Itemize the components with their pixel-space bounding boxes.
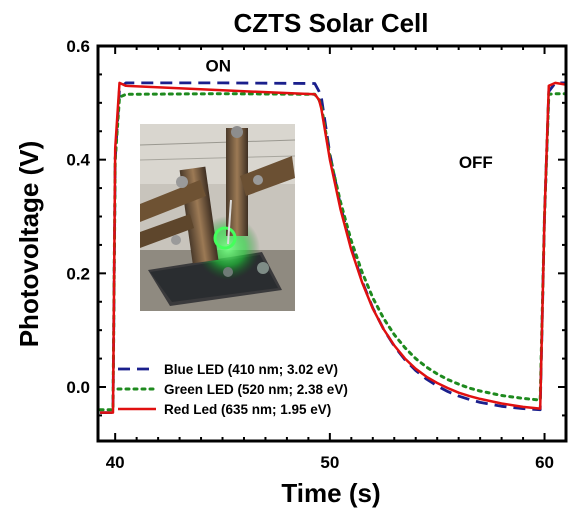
y-tick-label: 0.4 <box>66 151 90 170</box>
y-tick-label: 0.2 <box>66 264 90 283</box>
series-line-1 <box>100 81 566 414</box>
legend-label: Blue LED (410 nm; 3.02 eV) <box>164 362 338 377</box>
y-tick-label: 0.6 <box>66 37 90 56</box>
tick-labels: 40 50 60 0.0 0.2 0.4 0.6 <box>66 37 554 472</box>
x-tick-label: 60 <box>535 453 554 472</box>
series-line-2 <box>98 92 566 412</box>
x-tick-label: 50 <box>320 453 339 472</box>
y-tick-label: 0.0 <box>66 378 90 397</box>
inset-photo <box>139 124 296 311</box>
annotation-label: ON <box>205 57 231 76</box>
x-axis-label: Time (s) <box>281 478 380 508</box>
annotation-label: OFF <box>459 153 493 172</box>
x-tick-label: 40 <box>106 453 125 472</box>
series-line-3 <box>100 81 566 414</box>
annotations: ON OFF <box>205 57 492 173</box>
plot-frame <box>96 44 568 443</box>
series-layer <box>98 81 566 414</box>
legend-label: Red Led (635 nm; 1.95 eV) <box>164 402 331 417</box>
y-axis-label: Photovoltage (V) <box>14 141 44 348</box>
legend-label: Green LED (520 nm; 2.38 eV) <box>164 382 348 397</box>
chart-title: CZTS Solar Cell <box>233 8 428 38</box>
legend: Blue LED (410 nm; 3.02 eV) Green LED (520… <box>116 362 348 417</box>
